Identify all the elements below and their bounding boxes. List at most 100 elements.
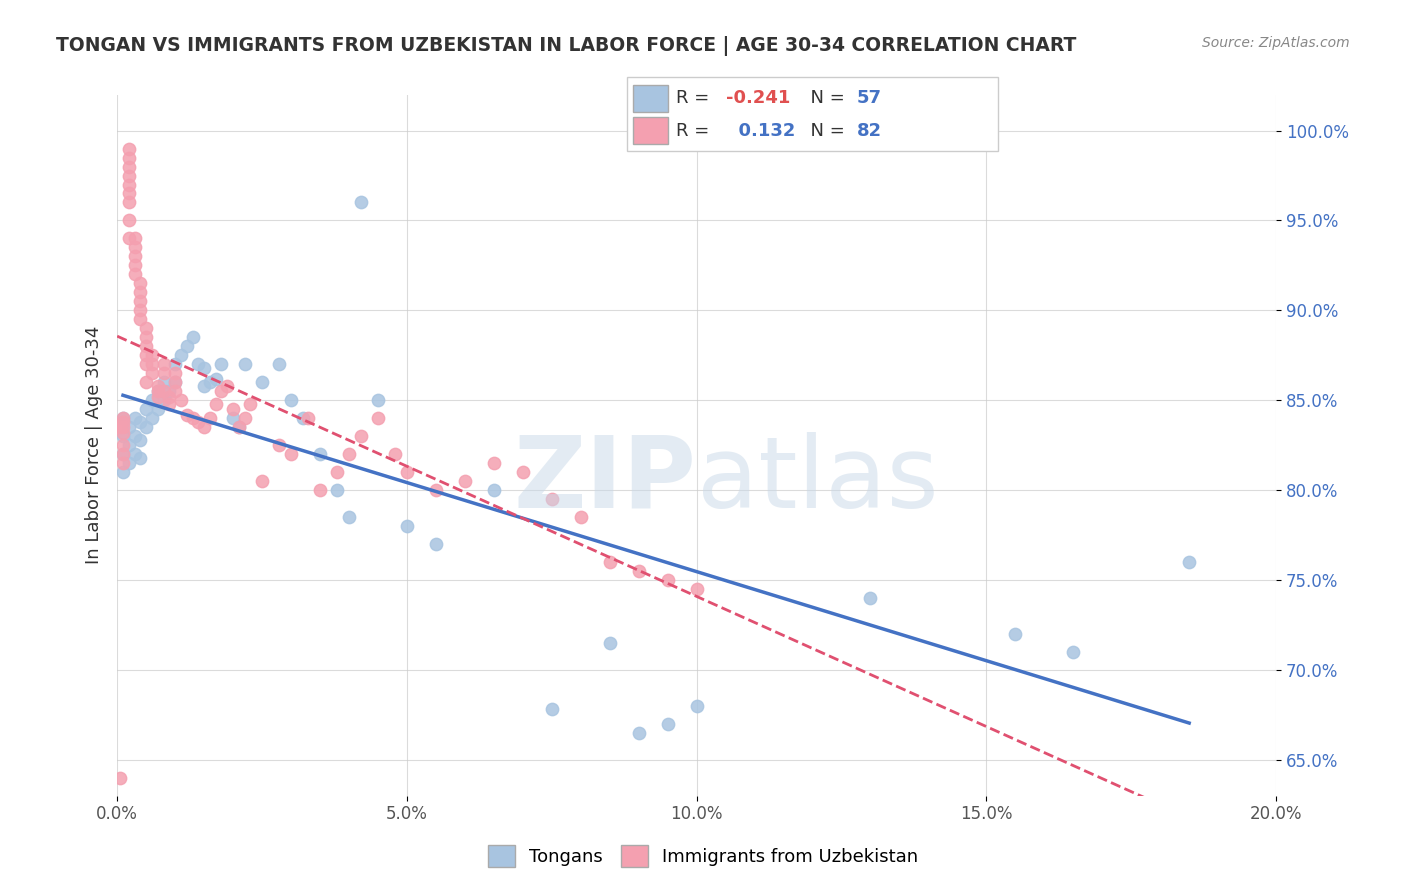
Point bbox=[187, 415, 209, 429]
Point bbox=[233, 357, 256, 371]
Point bbox=[228, 420, 250, 434]
Point bbox=[157, 384, 180, 399]
Point bbox=[384, 447, 406, 461]
Point bbox=[118, 142, 141, 156]
Point bbox=[627, 726, 650, 740]
Point bbox=[124, 447, 146, 461]
Point bbox=[118, 420, 141, 434]
Point bbox=[222, 402, 245, 417]
Point bbox=[425, 483, 447, 497]
Point bbox=[124, 411, 146, 425]
Point bbox=[540, 492, 562, 507]
Point bbox=[135, 402, 157, 417]
Point bbox=[111, 447, 134, 461]
Point bbox=[309, 483, 332, 497]
Text: N =: N = bbox=[799, 89, 851, 107]
Point bbox=[217, 379, 239, 393]
Point bbox=[193, 360, 215, 375]
Point bbox=[250, 474, 273, 488]
Point bbox=[135, 330, 157, 344]
Point bbox=[181, 411, 204, 425]
Point bbox=[157, 397, 180, 411]
Point bbox=[198, 376, 221, 390]
Point bbox=[111, 456, 134, 470]
Point bbox=[337, 447, 360, 461]
Point bbox=[146, 390, 169, 404]
Point bbox=[124, 249, 146, 263]
Point bbox=[111, 420, 134, 434]
Point bbox=[124, 259, 146, 273]
Point bbox=[326, 465, 349, 479]
Point bbox=[118, 169, 141, 183]
Text: 0.132: 0.132 bbox=[725, 122, 794, 140]
Point bbox=[146, 384, 169, 399]
Point bbox=[512, 465, 534, 479]
Point bbox=[129, 294, 152, 309]
Point bbox=[118, 231, 141, 245]
Point bbox=[165, 376, 187, 390]
Point bbox=[111, 429, 134, 443]
Point bbox=[337, 510, 360, 524]
Point bbox=[395, 465, 418, 479]
Point bbox=[124, 268, 146, 282]
FancyBboxPatch shape bbox=[633, 86, 668, 112]
Point bbox=[599, 636, 621, 650]
Point bbox=[152, 366, 174, 380]
Point bbox=[129, 277, 152, 291]
Point bbox=[367, 411, 389, 425]
Point bbox=[157, 390, 180, 404]
FancyBboxPatch shape bbox=[627, 77, 998, 151]
Point bbox=[118, 151, 141, 165]
Point bbox=[395, 519, 418, 533]
FancyBboxPatch shape bbox=[633, 117, 668, 144]
Point bbox=[118, 456, 141, 470]
Point bbox=[309, 447, 332, 461]
Point bbox=[135, 348, 157, 362]
Point bbox=[129, 303, 152, 318]
Point bbox=[280, 447, 302, 461]
Point bbox=[118, 195, 141, 210]
Point bbox=[1062, 645, 1084, 659]
Point bbox=[482, 483, 505, 497]
Point bbox=[239, 397, 262, 411]
Point bbox=[108, 771, 131, 785]
Point bbox=[367, 393, 389, 408]
Point bbox=[181, 330, 204, 344]
Point bbox=[141, 366, 163, 380]
Point bbox=[146, 379, 169, 393]
Point bbox=[269, 438, 291, 452]
Point bbox=[124, 429, 146, 443]
Point bbox=[129, 312, 152, 326]
Point bbox=[222, 411, 245, 425]
Point bbox=[193, 379, 215, 393]
Point bbox=[135, 357, 157, 371]
Point bbox=[291, 411, 314, 425]
Point bbox=[108, 420, 131, 434]
Point bbox=[204, 397, 226, 411]
Point bbox=[326, 483, 349, 497]
Text: Source: ZipAtlas.com: Source: ZipAtlas.com bbox=[1202, 36, 1350, 50]
Point bbox=[118, 160, 141, 174]
Point bbox=[124, 231, 146, 245]
Point bbox=[233, 411, 256, 425]
Point bbox=[118, 178, 141, 192]
Point bbox=[135, 339, 157, 353]
Point bbox=[152, 376, 174, 390]
Point bbox=[111, 411, 134, 425]
Point bbox=[129, 415, 152, 429]
Point bbox=[657, 716, 679, 731]
Point bbox=[627, 564, 650, 578]
Point bbox=[1004, 627, 1026, 641]
Point bbox=[859, 591, 882, 605]
Point bbox=[152, 357, 174, 371]
Point bbox=[280, 393, 302, 408]
Point bbox=[685, 582, 707, 596]
Text: ZIP: ZIP bbox=[513, 432, 696, 529]
Point bbox=[141, 357, 163, 371]
Point bbox=[176, 339, 198, 353]
Point bbox=[482, 456, 505, 470]
Point bbox=[111, 425, 134, 440]
Point bbox=[297, 411, 319, 425]
Point bbox=[198, 411, 221, 425]
Point bbox=[118, 438, 141, 452]
